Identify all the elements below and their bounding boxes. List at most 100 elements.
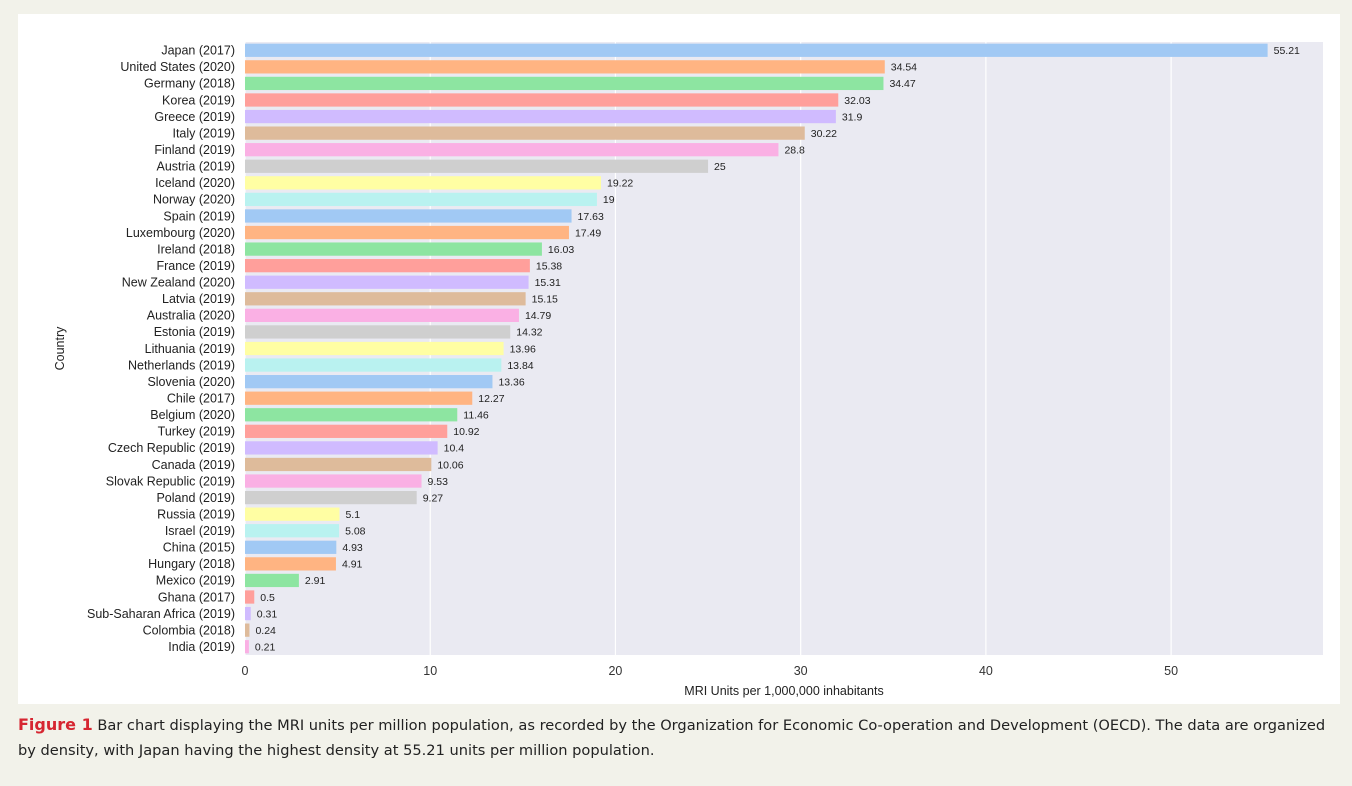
country-label: Latvia (2019) xyxy=(162,292,235,306)
country-label: China (2015) xyxy=(163,541,235,555)
data-label: 0.24 xyxy=(255,625,276,637)
data-label: 17.49 xyxy=(575,227,601,239)
figure-caption: Figure 1 Bar chart displaying the MRI un… xyxy=(18,712,1338,763)
data-label: 55.21 xyxy=(1274,45,1300,57)
country-label: Netherlands (2019) xyxy=(128,358,235,372)
bar xyxy=(245,143,779,157)
country-label: Japan (2017) xyxy=(161,44,235,58)
bar-chart: 0 10 20 30 40 50 Japan (2017) 55.21 United State… xyxy=(53,42,1323,698)
country-label: Korea (2019) xyxy=(162,93,235,107)
bar xyxy=(245,441,438,455)
data-label: 5.08 xyxy=(345,526,366,538)
bar xyxy=(245,275,529,289)
data-label: 16.03 xyxy=(548,244,574,256)
country-label: Sub-Saharan Africa (2019) xyxy=(87,607,235,621)
data-label: 28.8 xyxy=(784,144,805,156)
bar xyxy=(245,524,340,538)
bar xyxy=(245,408,458,422)
country-label: Germany (2018) xyxy=(144,77,235,91)
data-label: 34.54 xyxy=(891,62,917,74)
data-label: 12.27 xyxy=(478,393,504,405)
y-axis-title: Country xyxy=(53,326,67,371)
country-label: Norway (2020) xyxy=(153,193,235,207)
bar xyxy=(245,209,572,223)
bar xyxy=(245,325,511,339)
country-label: Iceland (2020) xyxy=(155,176,235,190)
x-tick-label: 50 xyxy=(1164,664,1178,678)
data-label: 4.93 xyxy=(342,542,363,554)
bar xyxy=(245,192,597,207)
data-label: 30.22 xyxy=(811,128,837,140)
data-label: 2.91 xyxy=(305,575,326,587)
country-label: Slovenia (2020) xyxy=(147,375,235,389)
bar xyxy=(245,606,251,621)
data-label: 0.21 xyxy=(255,642,276,654)
data-label: 4.91 xyxy=(342,559,363,571)
bar xyxy=(245,640,249,654)
data-label: 11.46 xyxy=(463,410,489,422)
data-label: 13.36 xyxy=(498,376,524,388)
bar xyxy=(245,60,885,74)
bar xyxy=(245,225,569,240)
bar xyxy=(245,391,473,405)
bar xyxy=(245,540,337,554)
data-label: 19 xyxy=(603,194,615,206)
country-label: Italy (2019) xyxy=(172,126,235,140)
data-label: 31.9 xyxy=(842,111,863,123)
data-label: 0.31 xyxy=(257,608,278,620)
country-label: Canada (2019) xyxy=(152,458,235,472)
bar xyxy=(245,308,519,322)
data-label: 15.31 xyxy=(535,277,561,289)
data-label: 15.38 xyxy=(536,260,562,272)
data-label: 13.84 xyxy=(507,360,533,372)
bar xyxy=(245,424,448,438)
data-label: 17.63 xyxy=(578,211,604,223)
country-label: Estonia (2019) xyxy=(154,325,235,339)
country-label: Luxembourg (2020) xyxy=(126,226,235,240)
country-label: Hungary (2018) xyxy=(148,557,235,571)
bar xyxy=(245,474,422,488)
country-label: United States (2020) xyxy=(120,60,235,74)
x-tick-label: 30 xyxy=(794,664,808,678)
bar xyxy=(245,358,502,372)
bar xyxy=(245,76,884,91)
bar xyxy=(245,242,542,256)
country-label: Finland (2019) xyxy=(154,143,235,157)
country-label: Israel (2019) xyxy=(165,524,235,538)
bar xyxy=(245,341,504,356)
bar xyxy=(245,623,250,637)
bar xyxy=(245,93,839,107)
bar xyxy=(245,490,417,505)
country-label: Belgium (2020) xyxy=(150,408,235,422)
bar xyxy=(245,43,1268,57)
country-label: India (2019) xyxy=(168,640,235,654)
data-label: 32.03 xyxy=(844,95,870,107)
country-label: Lithuania (2019) xyxy=(145,342,235,356)
data-label: 25 xyxy=(714,161,726,173)
country-label: Chile (2017) xyxy=(167,392,235,406)
bar xyxy=(245,126,805,140)
country-label: Spain (2019) xyxy=(163,209,235,223)
data-label: 15.15 xyxy=(532,294,558,306)
bar xyxy=(245,573,299,588)
bar xyxy=(245,259,530,273)
data-label: 10.92 xyxy=(453,426,479,438)
data-label: 14.32 xyxy=(516,327,542,339)
x-tick-label: 20 xyxy=(608,664,622,678)
country-label: Ireland (2018) xyxy=(157,242,235,256)
data-label: 9.27 xyxy=(423,492,444,504)
country-label: Czech Republic (2019) xyxy=(108,441,235,455)
country-label: Austria (2019) xyxy=(156,160,235,174)
x-tick-label: 10 xyxy=(423,664,437,678)
data-label: 14.79 xyxy=(525,310,551,322)
x-tick-label: 40 xyxy=(979,664,993,678)
bar xyxy=(245,457,432,472)
data-label: 10.06 xyxy=(437,459,463,471)
bar xyxy=(245,159,709,173)
x-axis-title: MRI Units per 1,000,000 inhabitants xyxy=(684,684,883,698)
bar xyxy=(245,292,526,306)
country-label: Greece (2019) xyxy=(154,110,235,124)
country-label: Turkey (2019) xyxy=(158,425,235,439)
chart-container: 0 10 20 30 40 50 Japan (2017) 55.21 United State… xyxy=(18,14,1340,704)
